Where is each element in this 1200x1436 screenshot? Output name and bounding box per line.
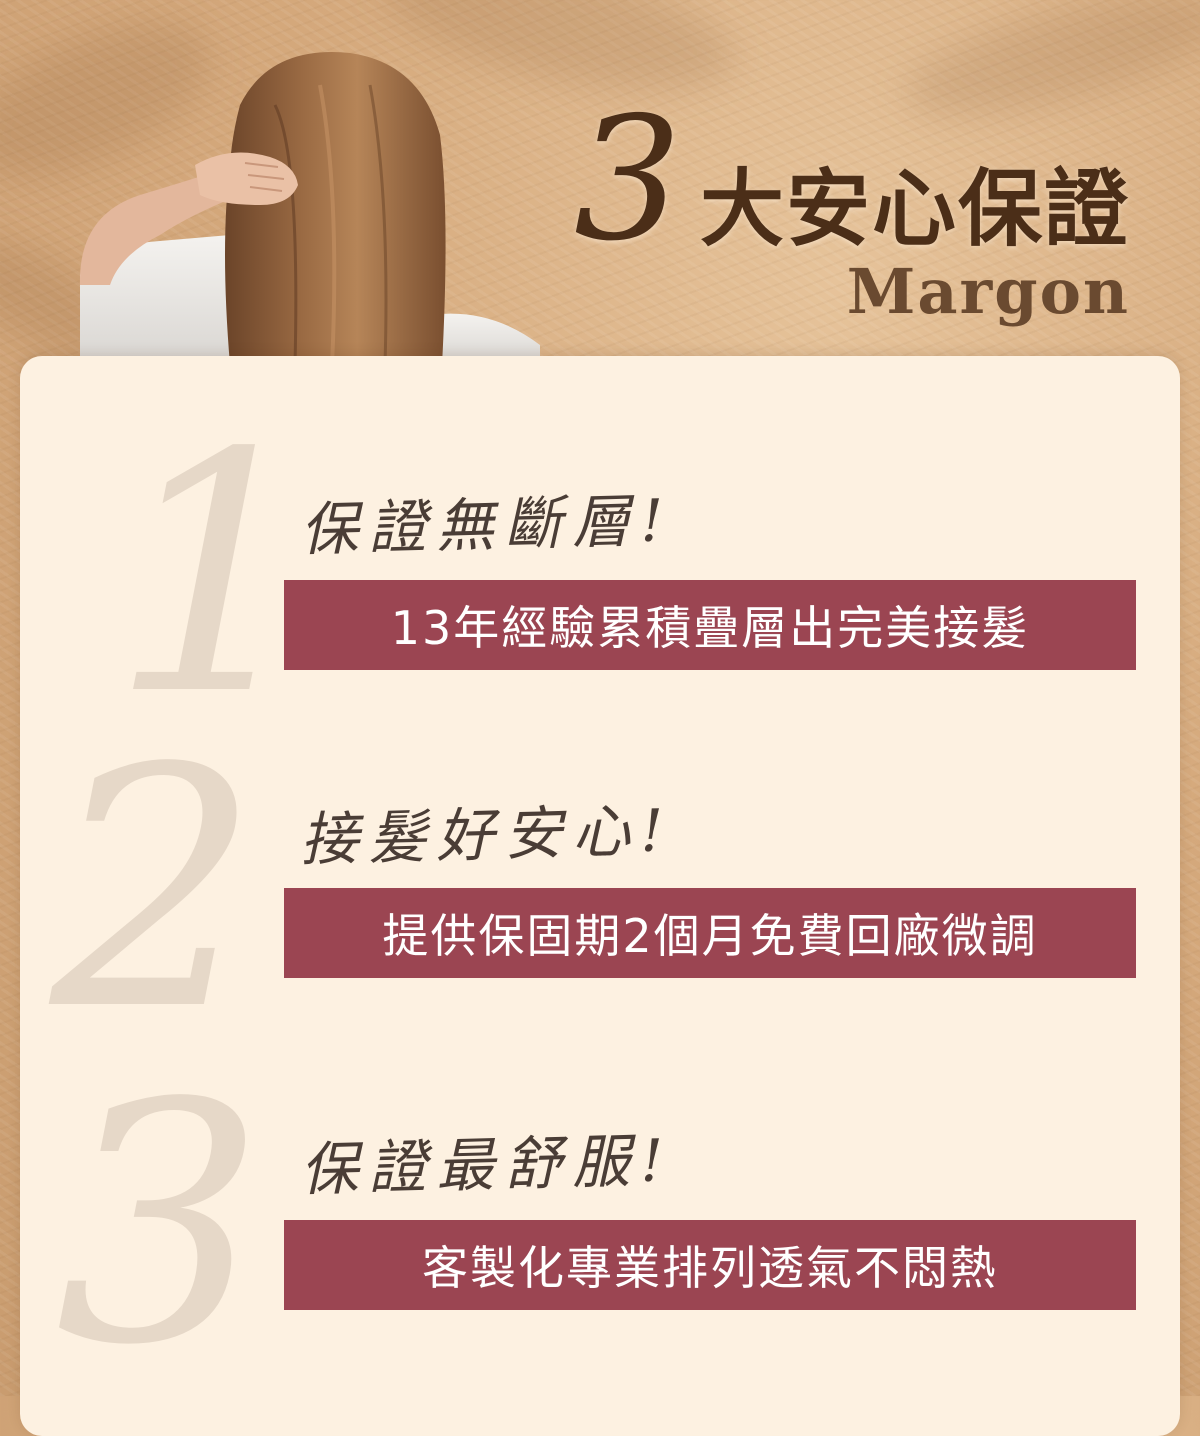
- item-3-big-number: 3: [55, 1033, 265, 1417]
- item-3-heading: 保證最舒服!: [299, 1126, 675, 1204]
- item-2-description: 提供保固期2個月免費回廠微調: [284, 888, 1136, 978]
- page-heading: 3 大安心保證 Margon: [574, 95, 1130, 328]
- item-2-heading: 接髮好安心!: [299, 796, 675, 874]
- hair-model-illustration: [79, 52, 540, 365]
- item-1-big-number: 1: [110, 383, 320, 767]
- item-2-big-number: 2: [50, 698, 260, 1082]
- item-1-heading: 保證無斷層!: [299, 486, 675, 564]
- page-title: 大安心保證: [699, 159, 1130, 258]
- item-1-description: 13年經驗累積疊層出完美接髮: [284, 580, 1136, 670]
- item-3-description: 客製化專業排列透氣不悶熱: [284, 1220, 1136, 1310]
- title-number: 3: [573, 81, 682, 279]
- brand-name: Margon: [846, 255, 1130, 328]
